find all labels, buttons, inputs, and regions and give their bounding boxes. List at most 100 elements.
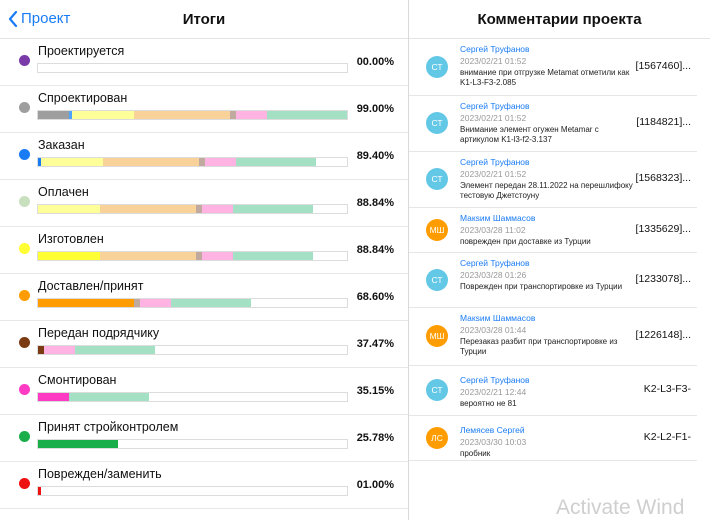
status-label: Спроектирован: [38, 91, 128, 105]
progress-segment: [99, 205, 196, 213]
status-row[interactable]: Передан подрядчику 37.47%: [0, 320, 408, 368]
status-row[interactable]: Изготовлен 88.84%: [0, 226, 408, 274]
status-progress-bar: [37, 110, 348, 120]
comment-element-ref[interactable]: [1335629]...: [635, 223, 691, 235]
progress-segment: [204, 158, 236, 166]
status-row[interactable]: Проектируется 00.00%: [0, 38, 408, 86]
comment-element-ref[interactable]: [1184821]...: [636, 116, 691, 128]
comment-author[interactable]: Сергей Труфанов: [460, 375, 530, 385]
progress-segment: [68, 111, 72, 119]
page-title: Итоги: [182, 11, 226, 28]
status-row[interactable]: Принят стройконтролем 25.78%: [0, 414, 408, 462]
totals-panel: Проект Итоги Проектируется 00.00% Спроекти…: [0, 0, 409, 520]
status-dot: [19, 55, 30, 66]
back-label: Проект: [21, 10, 71, 27]
comment-author[interactable]: Макsим Шаммасов: [460, 313, 536, 323]
comment-item[interactable]: СТ Сергей Труфанов 2023/03/28 01:26 Поврежд…: [409, 252, 697, 308]
comments-panel: Комментарии проекта: [409, 0, 710, 520]
comment-element-ref[interactable]: K2-L2-F1-: [643, 431, 691, 443]
status-row[interactable]: Спроектирован 99.00%: [0, 85, 408, 133]
progress-segment: [133, 299, 140, 307]
progress-segment: [235, 111, 267, 119]
progress-segment: [68, 393, 150, 401]
avatar: СТ: [426, 56, 448, 78]
status-percent: 01.00%: [356, 479, 394, 491]
comment-date: 2023/03/28 11:02: [460, 225, 526, 235]
comment-text: Поврежден при транспортировке из Турции: [460, 282, 623, 291]
comment-element-ref[interactable]: [1567460]...: [635, 60, 691, 72]
status-percent: 89.40%: [356, 150, 394, 162]
status-percent: 68.60%: [356, 291, 394, 303]
progress-segment: [133, 111, 230, 119]
comment-date: 2023/02/21 01:52: [460, 113, 527, 123]
comment-element-ref[interactable]: [1568323]...: [635, 172, 691, 184]
progress-segment: [41, 158, 103, 166]
comment-element-ref[interactable]: K2-L3-F3-: [643, 383, 691, 395]
status-progress-bar: [37, 204, 348, 214]
status-label: Передан подрядчику: [38, 326, 160, 340]
progress-segment: [102, 158, 199, 166]
comment-author[interactable]: Сергей Труфанов: [460, 157, 530, 167]
status-row[interactable]: Заказан 89.40%: [0, 132, 408, 180]
comments-header: Комментарии проекта: [409, 0, 710, 39]
progress-segment: [38, 299, 134, 307]
comment-author[interactable]: Сергей Труфанов: [460, 101, 530, 111]
status-percent: 37.47%: [356, 338, 394, 350]
progress-segment: [170, 299, 252, 307]
progress-segment: [38, 440, 119, 448]
progress-segment: [232, 205, 313, 213]
status-label: Заказан: [38, 138, 85, 152]
comment-text: внимание при отгрузке Metamat отметили к…: [460, 68, 630, 87]
comment-author[interactable]: Сергей Труфанов: [460, 44, 530, 54]
status-dot: [19, 478, 30, 489]
avatar: СТ: [426, 112, 448, 134]
status-label: Изготовлен: [38, 232, 104, 246]
comment-author[interactable]: Лемясев Сергей: [460, 425, 525, 435]
status-dot: [19, 384, 30, 395]
comment-item[interactable]: МШ Макsим Шаммасов 2023/03/28 01:44 Перезак…: [409, 307, 697, 366]
status-progress-bar: [37, 486, 348, 496]
comment-date: 2023/02/21 01:52: [460, 169, 527, 179]
progress-segment: [99, 252, 196, 260]
status-percent: 25.78%: [356, 432, 394, 444]
comment-text: Внимание элемент огужен Metamar с артику…: [460, 125, 599, 144]
comment-element-ref[interactable]: [1233078]...: [635, 273, 691, 285]
status-dot: [19, 196, 30, 207]
progress-segment: [71, 111, 134, 119]
avatar: СТ: [426, 269, 448, 291]
status-percent: 88.84%: [356, 197, 394, 209]
status-progress-bar: [37, 157, 348, 167]
progress-segment: [198, 158, 205, 166]
status-row[interactable]: Оплачен 88.84%: [0, 179, 408, 227]
comment-element-ref[interactable]: [1226148]...: [635, 329, 691, 341]
progress-segment: [201, 252, 233, 260]
comment-text: пробник: [460, 449, 491, 458]
comment-item[interactable]: СТ Сергей Труфанов 2023/02/21 01:52 внимани…: [409, 38, 697, 96]
avatar: СТ: [426, 168, 448, 190]
comment-author[interactable]: Сергей Труфанов: [460, 258, 530, 268]
status-row[interactable]: Поврежден/заменить 01.00%: [0, 461, 408, 509]
chevron-left-icon: [8, 10, 18, 27]
status-progress-bar: [37, 298, 348, 308]
status-row[interactable]: Смонтирован 35.15%: [0, 367, 408, 415]
comment-item[interactable]: ЛС Лемясев Сергей 2023/03/30 10:03 пробник K…: [409, 415, 697, 461]
comment-item[interactable]: МШ Макsим Шаммасов 2023/03/28 11:02 поврежд…: [409, 207, 697, 253]
progress-segment: [38, 346, 45, 354]
status-label: Смонтирован: [38, 373, 117, 387]
comment-item[interactable]: СТ Сергей Труфанов 2023/02/21 12:44 вероятн…: [409, 365, 697, 416]
status-label: Поврежден/заменить: [38, 467, 162, 481]
status-dot: [19, 431, 30, 442]
comment-date: 2023/02/21 01:52: [460, 56, 527, 66]
progress-segment: [75, 346, 156, 354]
comment-item[interactable]: СТ Сергей Труфанов 2023/02/21 01:52 Внимани…: [409, 95, 697, 152]
comment-item[interactable]: СТ Сергей Труфанов 2023/02/21 01:52 Элемент…: [409, 151, 697, 208]
comment-author[interactable]: Макsим Шаммасов: [460, 213, 536, 223]
progress-segment: [139, 299, 171, 307]
progress-segment: [195, 252, 202, 260]
windows-activation-watermark: Activate Wind: [556, 496, 685, 519]
comment-date: 2023/03/30 10:03: [460, 437, 527, 447]
back-button[interactable]: Проект: [8, 10, 70, 27]
comment-date: 2023/03/28 01:44: [460, 325, 527, 335]
status-row[interactable]: Доставлен/принят 68.60%: [0, 273, 408, 321]
status-percent: 35.15%: [356, 385, 394, 397]
